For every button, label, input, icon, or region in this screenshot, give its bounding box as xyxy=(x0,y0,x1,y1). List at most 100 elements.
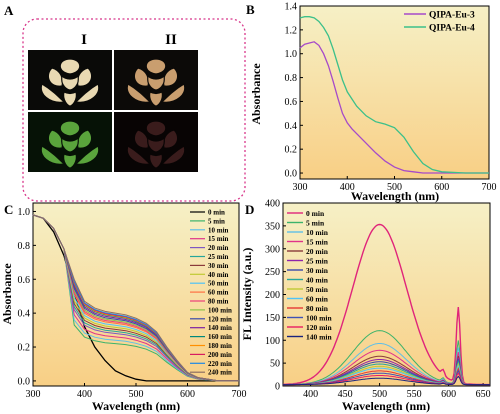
panel-c-legend-label: 5 min xyxy=(208,217,225,225)
panel-d-x-tick-label: 450 xyxy=(338,389,353,400)
panel-b-y-tick-label: 1.2 xyxy=(285,25,298,36)
rose-petal xyxy=(76,67,93,87)
panel-c-legend-label: 140 min xyxy=(208,324,232,332)
panel-d-series-line xyxy=(282,223,490,386)
panel-d-y-tick-label: 150 xyxy=(265,313,280,324)
panel-c-x-tick-label: 700 xyxy=(232,389,247,400)
panel-c-legend-label: 240 min xyxy=(208,369,232,377)
rose-petal xyxy=(162,67,179,87)
panel-d-legend-label: 120 min xyxy=(306,323,332,332)
panel-c-plot-area xyxy=(32,202,240,387)
panel-a: A I II xyxy=(4,3,246,202)
panel-d-legend-label: 20 min xyxy=(306,247,329,256)
rose-petal xyxy=(162,129,179,149)
panel-b-legend-label: QIPA-Eu-4 xyxy=(429,24,475,34)
panel-b-y-tick-label: 0.8 xyxy=(285,73,298,84)
panel-b-x-axis-label: Wavelength (nm) xyxy=(351,189,439,203)
panel-b: B 300 400 500 600 700 0.0 0.2 0.4 0.6 0.8 1.0 1.2 1.… xyxy=(246,2,497,204)
panel-d-legend-label: 10 min xyxy=(306,228,329,237)
rose-petal xyxy=(76,129,93,149)
panel-c-series-line xyxy=(32,214,239,382)
panel-label-d: D xyxy=(245,202,254,217)
panel-b-plot-area xyxy=(299,5,490,180)
panel-d-y-tick-label: 400 xyxy=(265,199,280,210)
rose-petal xyxy=(149,91,163,107)
panel-label-b: B xyxy=(246,2,255,17)
panel-d-legend-label: 80 min xyxy=(306,304,329,313)
panel-b-y-tick-label: 0.6 xyxy=(285,97,298,108)
rose-petal xyxy=(126,83,152,103)
panel-c-y-tick-label: 0.6 xyxy=(18,275,31,286)
panel-c-legend-label: 80 min xyxy=(208,298,229,306)
panel-c-legend-label: 10 min xyxy=(208,226,229,234)
rose-petal xyxy=(40,145,66,165)
panel-d-legend-label: 15 min xyxy=(306,237,329,246)
panel-label-a: A xyxy=(4,3,14,18)
panel-d-y-tick-label: 200 xyxy=(265,290,280,301)
rose-petal xyxy=(147,74,165,91)
rose-image-II-bottom xyxy=(114,112,198,172)
panel-d-y-tick-label: 50 xyxy=(270,359,280,370)
rose-petal xyxy=(160,83,186,103)
panel-d-series-line xyxy=(283,375,490,386)
panel-d-y-axis-label: FL Intensity (a.u.) xyxy=(240,248,254,341)
panel-c-x-axis-label: Wavelength (nm) xyxy=(92,399,180,413)
panel-b-y-tick-label: 0.4 xyxy=(285,121,298,132)
panel-d-legend-label: 0 min xyxy=(306,209,325,218)
panel-d-legend-label: 40 min xyxy=(306,275,329,284)
panel-c-y-tick-label: 0.8 xyxy=(18,241,31,252)
column-label-II: II xyxy=(165,32,177,48)
rose-petal xyxy=(74,145,100,165)
panel-b-x-tick-label: 300 xyxy=(293,182,308,193)
rose-image-I-top xyxy=(28,50,112,110)
rose-petal xyxy=(147,136,165,153)
rose-petal xyxy=(63,153,77,169)
panel-d-x-tick-label: 500 xyxy=(372,389,387,400)
panel-c-x-tick-label: 300 xyxy=(26,389,41,400)
panel-c-x-tick-label: 400 xyxy=(77,389,92,400)
rose-petal xyxy=(149,153,163,169)
panel-d-legend-label: 100 min xyxy=(306,313,332,322)
panel-b-series-line xyxy=(299,41,489,174)
panel-b-x-tick-label: 700 xyxy=(482,182,497,193)
panel-c-legend-label: 40 min xyxy=(208,271,229,279)
rose-petal xyxy=(61,74,79,91)
panel-b-y-axis-label: Absorbance xyxy=(249,63,263,125)
panel-d-legend-label: 140 min xyxy=(306,332,332,341)
panel-c-y-tick-label: 0.0 xyxy=(18,376,31,387)
panel-c-y-tick-label: 0.2 xyxy=(18,343,31,354)
rose-petal xyxy=(145,120,167,137)
panel-d-y-tick-label: 350 xyxy=(265,221,280,232)
panel-b-y-tick-label: 0.2 xyxy=(285,145,298,156)
panel-d-x-tick-label: 400 xyxy=(303,389,318,400)
panel-c-legend-label: 15 min xyxy=(208,235,229,243)
panel-b-x-tick-label: 400 xyxy=(340,182,355,193)
panel-c-y-tick-label: 1.0 xyxy=(18,207,31,218)
rose-petal xyxy=(133,129,150,149)
rose-petal xyxy=(59,58,81,75)
panel-c-legend-label: 0 min xyxy=(208,209,225,217)
rose-petal xyxy=(59,120,81,137)
panel-b-x-tick-label: 600 xyxy=(434,182,449,193)
panel-c-legend-label: 20 min xyxy=(208,244,229,252)
rose-petal xyxy=(47,67,64,87)
panel-d-y-tick-label: 300 xyxy=(265,244,280,255)
rose-petal xyxy=(74,83,100,103)
column-label-I: I xyxy=(81,32,87,48)
rose-petal xyxy=(63,91,77,107)
rose-image-I-bottom xyxy=(28,112,112,172)
panel-c-legend-label: 100 min xyxy=(208,306,232,314)
panel-b-y-tick-label: 1.0 xyxy=(285,49,298,60)
rose-petal xyxy=(61,136,79,153)
panel-d-legend-label: 60 min xyxy=(306,294,329,303)
panel-b-series-line xyxy=(299,16,489,174)
panel-c-x-tick-label: 500 xyxy=(129,389,144,400)
panel-c-legend-label: 220 min xyxy=(208,360,232,368)
rose-petal xyxy=(160,145,186,165)
panel-c-x-tick-label: 600 xyxy=(180,389,195,400)
panel-c-legend-label: 30 min xyxy=(208,262,229,270)
panel-c: C 300 400 500 600 700 0.0 0.2 0.4 0.6 0.8 1.0 0 min… xyxy=(0,202,247,413)
panel-d-legend-label: 5 min xyxy=(306,218,325,227)
panel-label-c: C xyxy=(4,202,13,217)
panel-c-y-axis-label: Absorbance xyxy=(0,263,14,325)
